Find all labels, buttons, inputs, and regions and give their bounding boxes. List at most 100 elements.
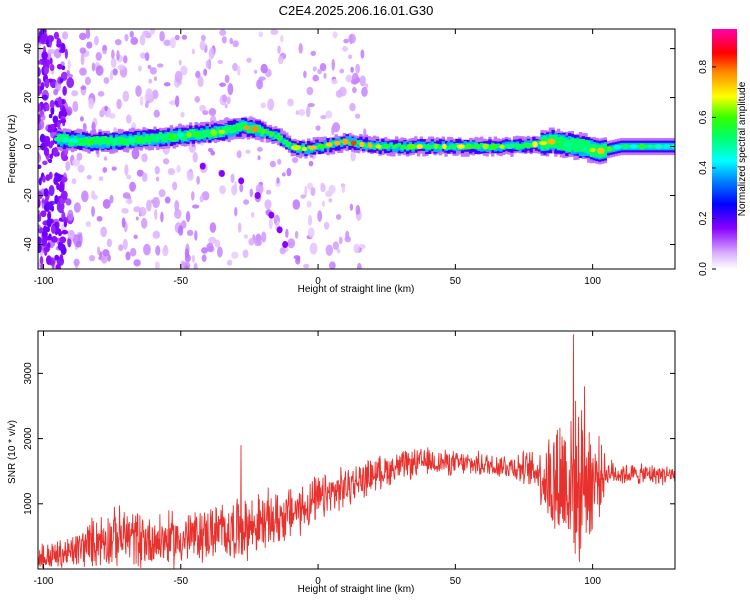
noise-blob — [130, 247, 137, 257]
noise-blob — [359, 75, 366, 87]
noise-blob — [208, 47, 215, 60]
ridge-band-cell — [504, 143, 509, 148]
noise-blob — [43, 66, 49, 75]
noise-blob — [117, 64, 126, 71]
noise-blob — [123, 55, 128, 64]
spectrogram-ylabel: Frequency (Hz) — [7, 115, 18, 184]
noise-blob — [199, 104, 207, 112]
ridge-peak — [186, 131, 192, 138]
secondary-trace-point — [238, 177, 245, 185]
noise-blob — [141, 172, 148, 183]
noise-blob — [58, 183, 65, 193]
noise-blob — [208, 107, 217, 117]
noise-blob — [47, 127, 54, 133]
spectrogram-frame — [37, 28, 676, 270]
noise-blob — [169, 100, 177, 106]
ridge-band-cell — [537, 142, 542, 150]
noise-blob — [304, 185, 308, 198]
x-tick-label: -50 — [174, 576, 189, 587]
noise-blob — [75, 240, 82, 248]
noise-blob — [210, 150, 216, 156]
noise-blob — [52, 115, 59, 124]
noise-blob — [60, 42, 66, 53]
noise-blob — [201, 247, 209, 254]
ridge-peak — [193, 131, 201, 137]
noise-blob — [135, 216, 139, 221]
noise-blob — [208, 236, 217, 244]
noise-blob — [158, 189, 166, 198]
noise-blob — [141, 153, 148, 163]
snr-ylabel: SNR (10 * v/v) — [7, 420, 18, 484]
noise-blob — [148, 78, 153, 84]
ridge-peak — [456, 144, 466, 149]
ridge-peak — [425, 143, 431, 150]
noise-blob — [54, 100, 58, 105]
ridge-peak — [325, 142, 333, 147]
noise-blob — [176, 164, 181, 173]
secondary-trace-point — [199, 162, 206, 170]
noise-blob — [125, 251, 131, 261]
ridge-band-cell — [224, 125, 229, 134]
noise-blob — [95, 65, 104, 76]
noise-blob — [331, 78, 338, 85]
noise-blob — [73, 202, 81, 213]
noise-blob — [191, 255, 196, 263]
noise-blob — [143, 243, 151, 256]
colorbar-tick-label: 0.0 — [698, 262, 709, 276]
noise-blob — [147, 64, 152, 70]
noise-blob — [193, 262, 198, 269]
noise-blob — [79, 116, 84, 122]
spectrogram-panel: -100 -50 0 50 100 -40 -20 0 20 40 Height of strai… — [7, 28, 676, 295]
noise-blob — [139, 52, 147, 59]
noise-blob — [48, 113, 53, 119]
noise-blob — [216, 246, 223, 258]
ridge-band-cell — [285, 139, 289, 144]
noise-blob — [192, 152, 198, 163]
noise-blob — [345, 74, 353, 83]
noise-blob — [184, 253, 191, 263]
noise-blob — [102, 198, 111, 209]
ridge-peak — [613, 144, 622, 150]
noise-blob — [308, 160, 314, 167]
noise-blob — [206, 242, 214, 252]
ridge-peak — [582, 145, 587, 151]
ridge-peak — [499, 144, 505, 149]
ridge-band-cell — [117, 137, 121, 145]
ridge-peak — [168, 133, 177, 140]
x-tick-label: -100 — [33, 276, 53, 287]
noise-blob — [312, 66, 317, 72]
noise-blob — [323, 221, 330, 230]
ridge-band-cell — [274, 135, 278, 139]
noise-blob — [277, 158, 282, 165]
noise-blob — [67, 236, 72, 248]
noise-blob — [200, 34, 206, 42]
noise-blob — [317, 210, 323, 222]
noise-blob — [256, 146, 263, 152]
noise-blob — [192, 204, 200, 209]
ridge-band-cell — [323, 140, 327, 148]
noise-blob — [312, 74, 319, 82]
ridge-peak — [177, 133, 185, 138]
noise-blob — [267, 98, 275, 111]
ridge-band-cell — [340, 139, 344, 144]
noise-blob — [122, 238, 128, 251]
noise-blob — [53, 31, 60, 40]
noise-blob — [309, 242, 318, 255]
noise-blob — [100, 226, 107, 238]
ridge-peak — [359, 141, 365, 148]
noise-blob — [38, 261, 41, 268]
ridge-band-cell — [545, 137, 550, 151]
noise-blob — [226, 259, 233, 266]
ridge-peak — [202, 130, 209, 137]
noise-blob — [195, 70, 201, 79]
noise-blob — [81, 190, 89, 203]
noise-blob — [129, 181, 137, 192]
noise-blob — [364, 83, 369, 89]
noise-blob — [243, 234, 249, 239]
ridge-band-cell — [208, 130, 212, 138]
ridge-peak — [69, 138, 79, 143]
ridge-band-cell — [436, 144, 440, 152]
noise-blob — [85, 221, 92, 228]
noise-blob — [349, 203, 354, 211]
y-tick-label: 3000 — [23, 362, 34, 385]
